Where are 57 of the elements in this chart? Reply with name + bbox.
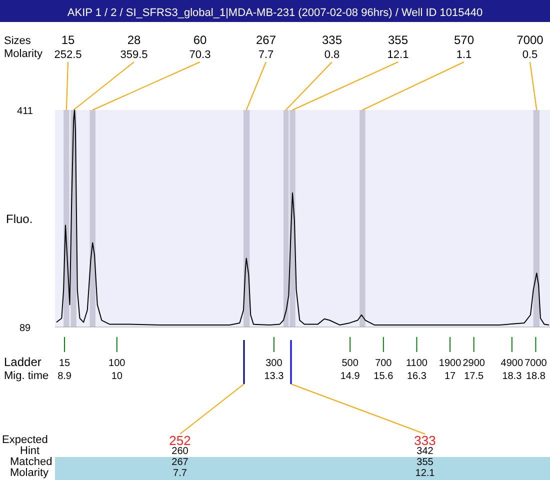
text: 7.7 bbox=[173, 468, 188, 479]
annotation: 7.7 bbox=[258, 49, 274, 61]
text: 4900 bbox=[500, 358, 524, 369]
text: 12.1 bbox=[415, 468, 436, 479]
text: 1900 bbox=[438, 358, 462, 369]
annotation: 70.3 bbox=[189, 49, 211, 61]
band-label: 355 bbox=[388, 33, 408, 47]
y-tick-label: 89 bbox=[19, 323, 31, 334]
chart-title: AKIP 1 / 2 / SI_SFRS3_global_1|MDA-MB-231 (2007-02-08 96hrs) / Well ID 1015440 bbox=[67, 7, 483, 19]
x-tick-label: 14.9 bbox=[340, 371, 360, 382]
annotation: 12.1 bbox=[387, 49, 409, 61]
text: 333 bbox=[414, 433, 436, 448]
x-tick-label: 18.8 bbox=[526, 371, 546, 382]
text: 2900 bbox=[462, 358, 486, 369]
annotation: 1.1 bbox=[456, 49, 472, 61]
text: 300 bbox=[266, 358, 283, 369]
text: Ladder bbox=[4, 355, 42, 369]
text: 342 bbox=[416, 446, 434, 457]
band-label: 7000 bbox=[516, 33, 544, 47]
annotation: 0.5 bbox=[522, 49, 538, 61]
x-tick-label: 15.6 bbox=[374, 371, 394, 382]
x-tick-label: 8.9 bbox=[58, 371, 72, 382]
y-tick-label: 411 bbox=[17, 106, 34, 117]
text: 15 bbox=[58, 358, 71, 369]
text: 1100 bbox=[406, 358, 428, 369]
text: 252 bbox=[169, 433, 191, 448]
text: Molarity bbox=[10, 467, 50, 479]
x-tick-label: 13.3 bbox=[264, 371, 284, 382]
text: 260 bbox=[172, 446, 189, 457]
x-tick-label: 16.3 bbox=[406, 371, 427, 382]
text: 100 bbox=[108, 358, 126, 369]
annotation: 0.8 bbox=[324, 49, 340, 61]
text: Hint bbox=[20, 445, 40, 457]
text: 500 bbox=[342, 358, 359, 369]
x-tick-label: 10 bbox=[111, 371, 123, 382]
x-axis-title: Mig. time bbox=[4, 370, 49, 382]
x-tick-label: 18.3 bbox=[502, 371, 522, 382]
text: 355 bbox=[416, 457, 434, 468]
x-tick-label: 17 bbox=[444, 371, 456, 382]
text: Matched bbox=[10, 456, 52, 468]
band-label: 570 bbox=[454, 33, 474, 47]
band-label: 28 bbox=[127, 33, 141, 47]
text: Molarity bbox=[4, 48, 44, 60]
text: Expected bbox=[2, 434, 48, 446]
band-label: 60 bbox=[193, 33, 207, 47]
annotation: 359.5 bbox=[120, 49, 148, 61]
text: 700 bbox=[375, 358, 392, 369]
x-tick-label: 17.5 bbox=[464, 371, 484, 382]
text: Sizes bbox=[4, 35, 32, 47]
text: 267 bbox=[172, 457, 189, 468]
annotation: 252.5 bbox=[54, 49, 82, 61]
band-label: 15 bbox=[61, 33, 75, 47]
y-axis-title: Fluo. bbox=[6, 212, 33, 226]
line-series bbox=[56, 110, 550, 326]
band-label: 335 bbox=[322, 33, 342, 47]
text: 7000 bbox=[524, 358, 548, 369]
band-label: 267 bbox=[256, 33, 276, 47]
